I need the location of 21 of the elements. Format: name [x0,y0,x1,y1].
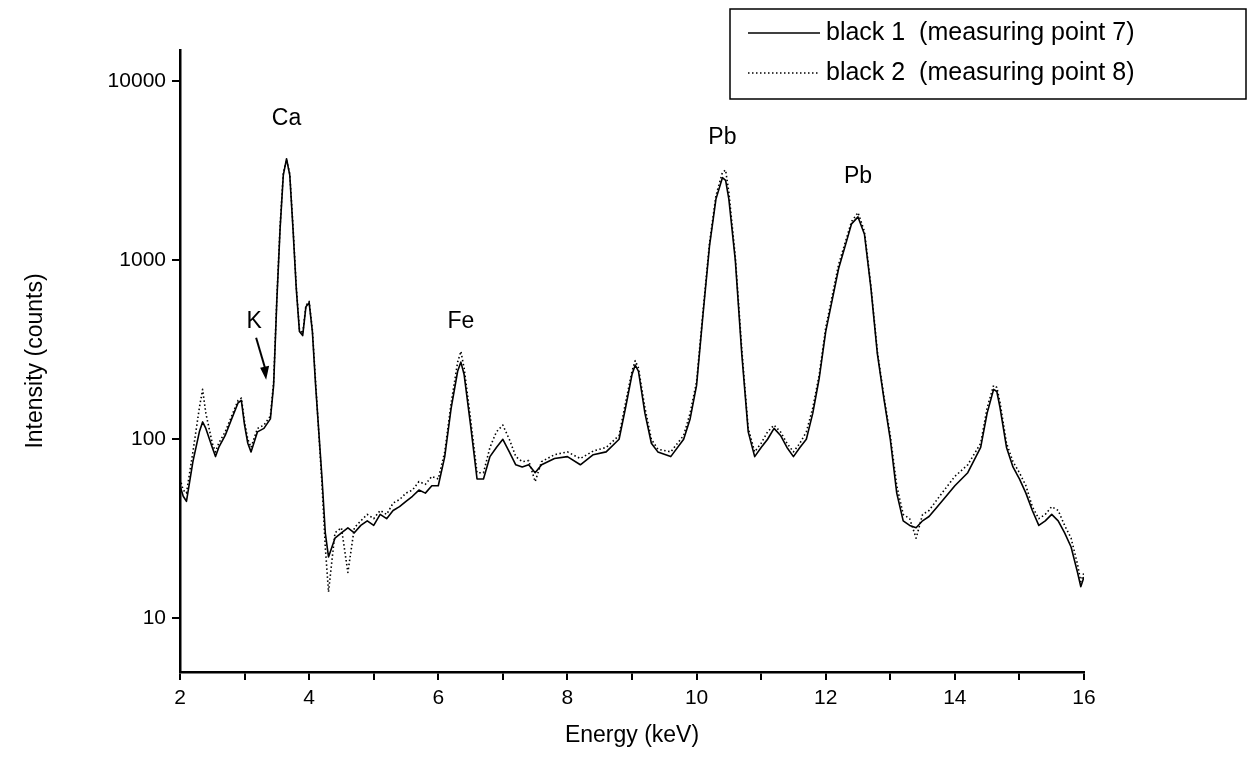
y-tick-label: 100 [130,426,166,450]
x-tick-label: 8 [561,685,574,709]
annotation: Pb [708,123,737,150]
x-tick-label: 14 [943,685,967,709]
legend-label: black 1 (measuring point 7) [826,16,1135,45]
legend-label: black 2 (measuring point 8) [826,56,1135,85]
annotation: K [246,307,263,334]
y-tick-label: 10 [142,604,166,628]
y-axis-title: Intensity (counts) [21,273,48,449]
x-tick-label: 4 [303,685,316,709]
annotation: Ca [271,104,302,131]
x-tick-label: 2 [174,685,186,709]
x-axis-title: Energy (keV) [564,720,700,747]
x-tick-label: 16 [1072,685,1096,709]
x-tick-label: 10 [684,685,709,709]
x-tick-label: 6 [432,685,445,709]
y-tick-label: 10000 [107,68,166,92]
x-tick-label: 12 [814,685,838,709]
annotation: Fe [447,307,475,334]
annotation: Pb [843,162,873,189]
y-tick-label: 1000 [119,247,166,271]
